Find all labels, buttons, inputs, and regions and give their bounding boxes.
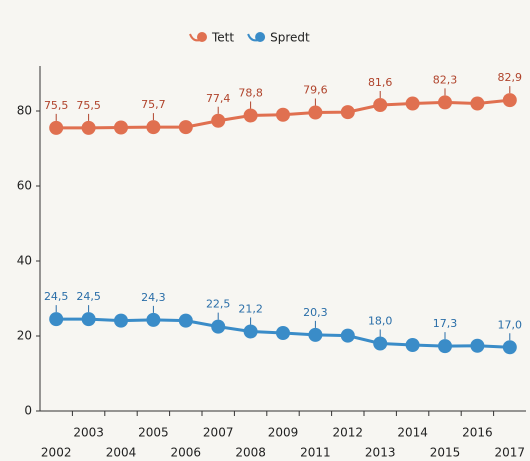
point [178, 120, 193, 135]
point [211, 319, 226, 334]
point [49, 120, 64, 135]
y-tick-label: 0 [24, 404, 32, 418]
value-label: 18,0 [368, 315, 393, 328]
point [470, 96, 485, 111]
legend-label: Tett [211, 31, 234, 45]
x-tick-label: 2011 [300, 446, 331, 460]
point [373, 98, 388, 112]
value-label: 79,6 [303, 84, 328, 97]
point [114, 313, 128, 328]
point [405, 96, 420, 111]
point [340, 328, 355, 343]
x-tick-label: 2005 [138, 426, 169, 440]
point [81, 120, 96, 135]
x-tick-label: 2002 [41, 446, 72, 460]
value-label: 78,8 [238, 87, 263, 100]
value-label: 17,3 [433, 317, 458, 330]
x-tick-label: 2017 [495, 446, 526, 460]
point [373, 336, 388, 351]
value-label: 24,5 [76, 290, 101, 303]
x-tick-label: 2006 [171, 446, 202, 460]
x-tick-label: 2004 [106, 446, 137, 460]
point [502, 340, 517, 355]
point [243, 108, 258, 123]
point [49, 312, 64, 327]
point [502, 93, 517, 108]
point [308, 327, 323, 342]
value-label: 24,5 [44, 290, 69, 303]
value-label: 24,3 [141, 291, 166, 304]
y-tick-label: 80 [17, 104, 32, 118]
x-tick-label: 2003 [73, 426, 104, 440]
point [438, 95, 452, 110]
x-tick-label: 2012 [333, 426, 364, 440]
x-tick-label: 2015 [430, 446, 461, 460]
value-label: 75,5 [76, 99, 101, 112]
point [340, 105, 355, 120]
x-tick-label: 2009 [268, 426, 299, 440]
value-label: 82,9 [498, 71, 523, 84]
point [81, 312, 96, 327]
x-tick-label: 2016 [462, 426, 493, 440]
y-tick-label: 60 [17, 179, 32, 193]
point [146, 312, 161, 327]
point [276, 107, 290, 122]
point [211, 113, 226, 128]
value-label: 17,0 [498, 318, 523, 331]
value-label: 75,7 [141, 98, 166, 111]
x-tick-label: 2014 [397, 426, 428, 440]
value-label: 75,5 [44, 99, 69, 112]
point [243, 324, 258, 339]
point [405, 338, 420, 352]
point [114, 120, 128, 135]
legend-marker [197, 32, 207, 42]
x-tick-label: 2013 [365, 446, 396, 460]
point [178, 313, 193, 328]
legend-marker [255, 32, 266, 42]
value-label: 77,4 [206, 92, 231, 105]
point [146, 120, 161, 135]
value-label: 81,6 [368, 76, 393, 89]
legend-label: Spredt [270, 31, 310, 45]
value-label: 22,5 [206, 298, 231, 311]
value-label: 82,3 [433, 73, 458, 86]
x-tick-label: 2008 [235, 446, 266, 460]
x-tick-label: 2007 [203, 426, 234, 440]
value-label: 20,3 [303, 306, 328, 319]
point [470, 338, 485, 353]
point [308, 105, 323, 120]
point [438, 339, 452, 354]
y-tick-label: 20 [17, 329, 32, 343]
point [276, 326, 290, 340]
y-tick-label: 40 [17, 254, 32, 268]
value-label: 21,2 [238, 303, 263, 316]
